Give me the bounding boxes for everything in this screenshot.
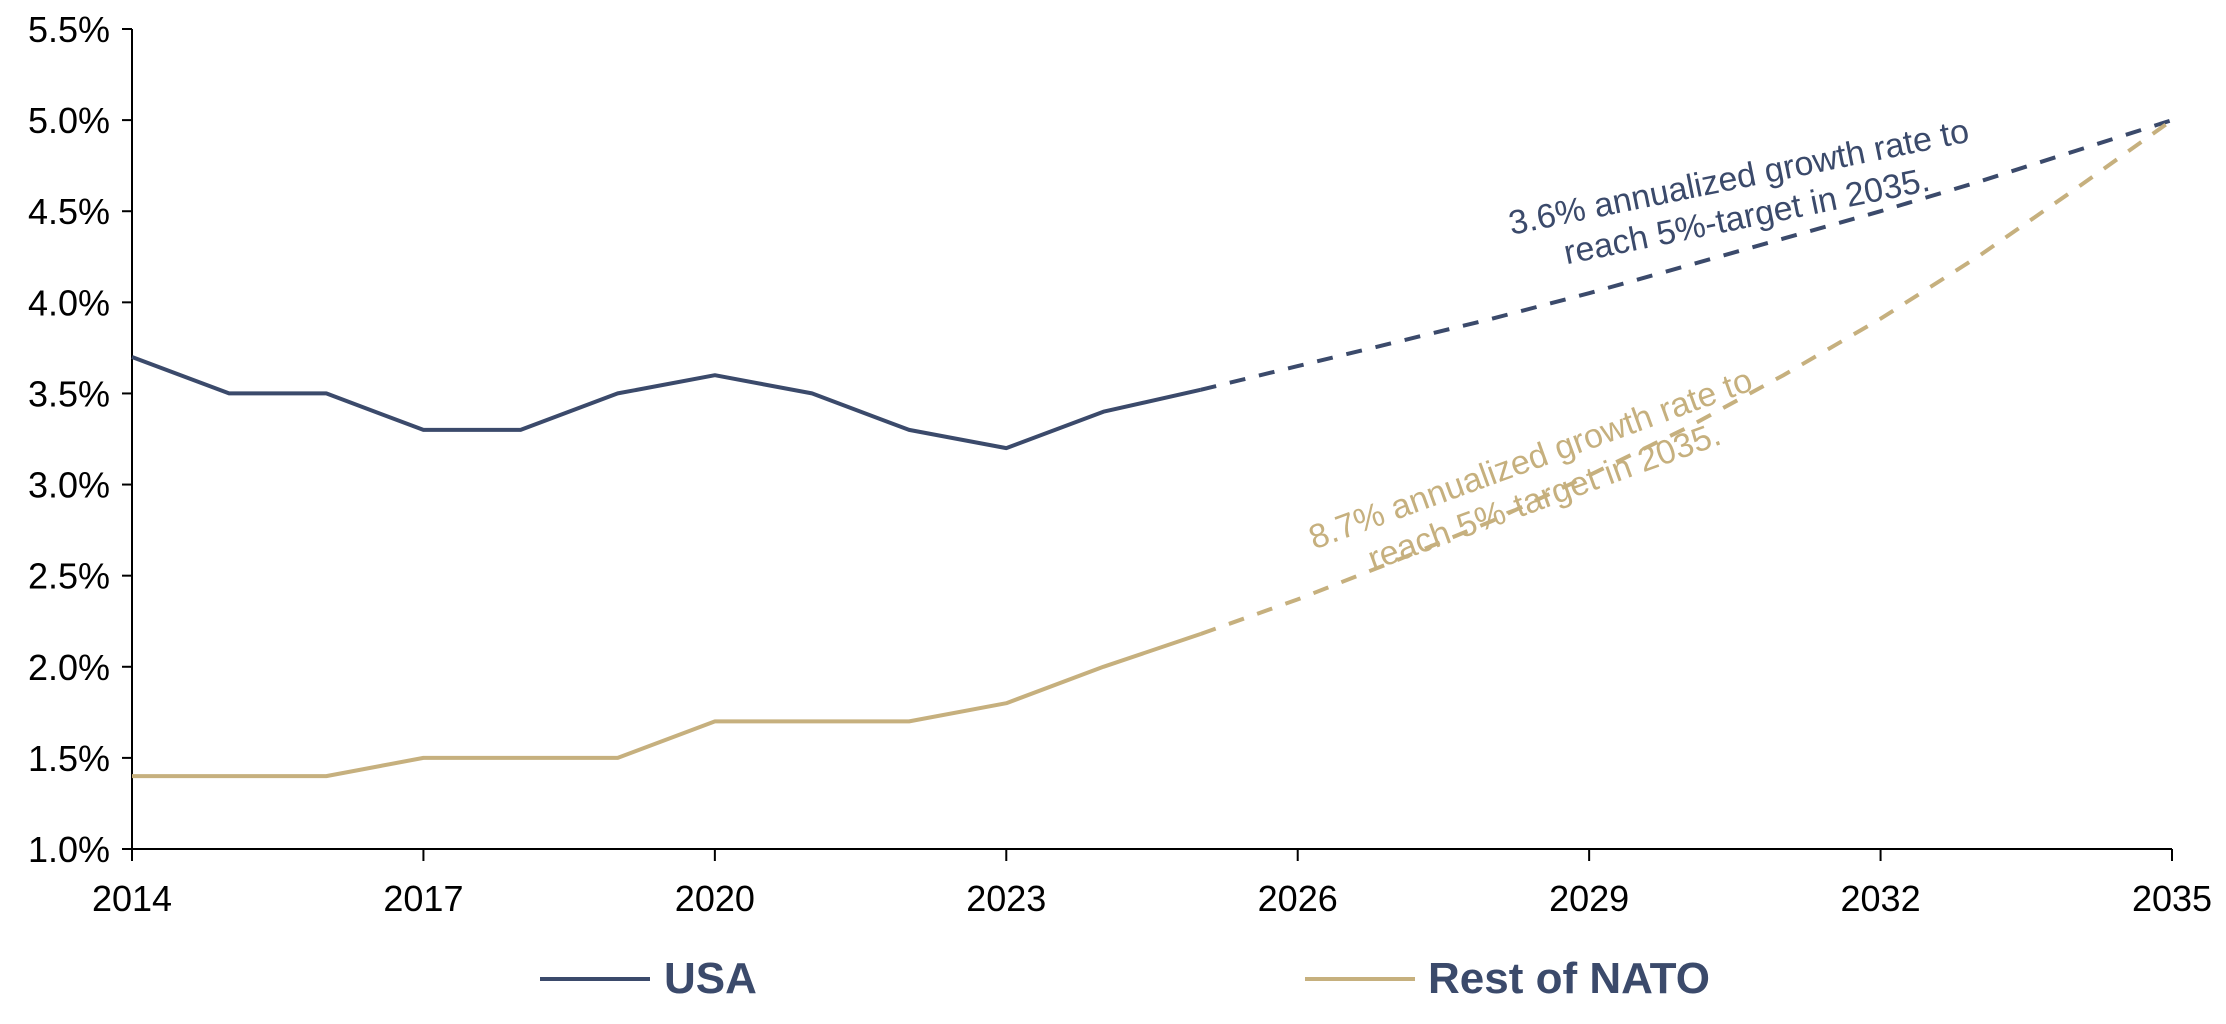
y-tick-label: 3.5% xyxy=(28,373,110,414)
y-tick-label: 5.0% xyxy=(28,100,110,141)
series-line-usa xyxy=(131,355,1202,451)
y-tick-label: 1.5% xyxy=(28,738,110,779)
y-tick-label: 2.5% xyxy=(28,556,110,597)
y-tick-label: 4.0% xyxy=(28,282,110,323)
y-tick-label: 4.5% xyxy=(28,191,110,232)
x-tick-label: 2032 xyxy=(1841,878,1921,919)
y-tick-label: 5.5% xyxy=(28,9,110,50)
x-tick-label: 2026 xyxy=(1258,878,1338,919)
series-line-rest-of-nato xyxy=(132,632,1202,779)
y-tick-label: 2.0% xyxy=(28,647,110,688)
legend-label: Rest of NATO xyxy=(1428,954,1710,1003)
projection-line-usa xyxy=(1200,118,2173,392)
x-tick-label: 2017 xyxy=(383,878,463,919)
legend-label: USA xyxy=(664,954,757,1003)
x-tick-label: 2023 xyxy=(966,878,1046,919)
y-tick-label: 3.0% xyxy=(28,465,110,506)
x-tick-label: 2029 xyxy=(1549,878,1629,919)
x-tick-label: 2020 xyxy=(675,878,755,919)
x-tick-label: 2014 xyxy=(92,878,172,919)
projection-line-rest-of-nato xyxy=(1199,118,2174,636)
y-tick-label: 1.0% xyxy=(28,829,110,870)
x-tick-label: 2035 xyxy=(2132,878,2212,919)
